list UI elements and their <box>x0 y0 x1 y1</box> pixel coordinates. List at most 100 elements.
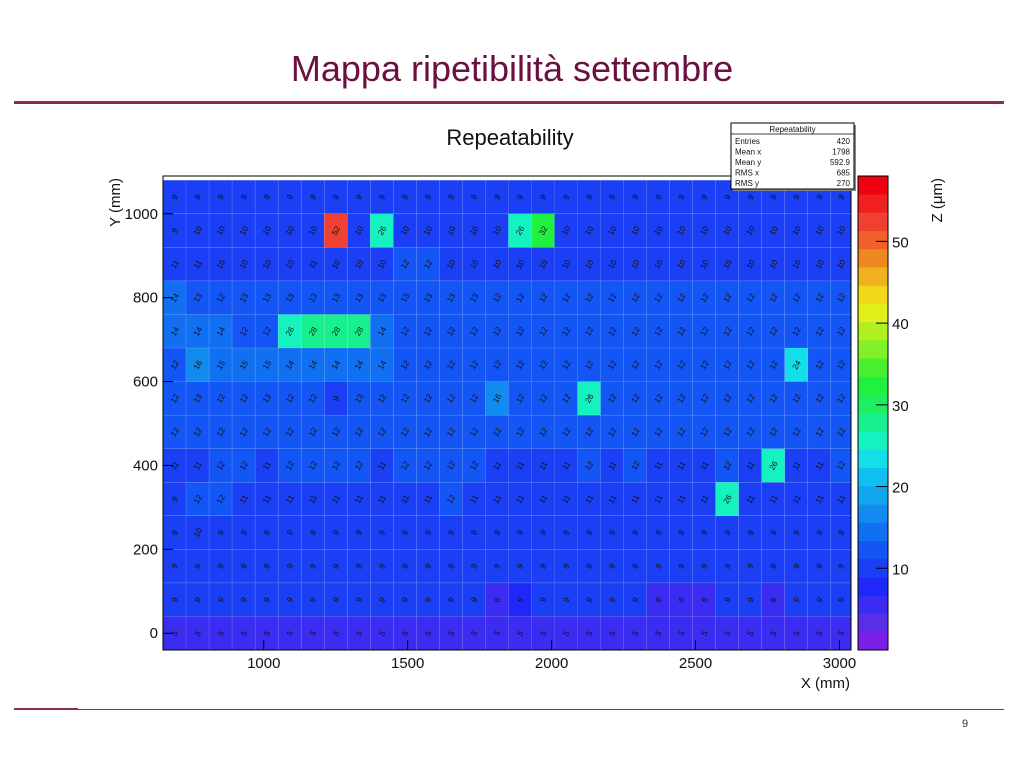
cell-value-label: 6 <box>654 595 664 604</box>
cell-value-label: 9 <box>607 193 617 202</box>
cell-value-label: 9 <box>400 528 410 537</box>
cell-value-label: 9 <box>446 595 456 604</box>
cell-value-label: 9 <box>792 595 802 604</box>
cell-value-label: 5 <box>446 629 456 638</box>
cell-value-label: 9 <box>446 562 456 571</box>
z-tick-label: 20 <box>892 480 909 497</box>
cell-value-label: 9 <box>631 562 641 571</box>
heatmap-cells <box>162 179 852 651</box>
cell-value-label: 9 <box>285 193 295 202</box>
cell-value-label: 9 <box>262 528 272 537</box>
cell-value-label: 9 <box>331 528 341 537</box>
color-scale-segment <box>858 540 888 560</box>
color-scale-segment <box>858 285 888 304</box>
cell-value-label: 9 <box>331 595 341 604</box>
x-tick-label: 1000 <box>247 655 280 672</box>
x-tick-label: 2500 <box>679 655 712 672</box>
cell-value-label: 9 <box>377 193 387 202</box>
cell-value-label: 6 <box>700 595 710 604</box>
cell-value-label: 9 <box>677 193 687 202</box>
cell-value-label: 9 <box>216 193 226 202</box>
cell-value-label: 9 <box>193 193 203 202</box>
y-axis-label: Y (mm) <box>107 178 124 227</box>
cell-value-label: 5 <box>607 629 617 638</box>
cell-value-label: 5 <box>700 629 710 638</box>
color-scale-segment <box>858 358 888 377</box>
cell-value-label: 9 <box>769 528 779 537</box>
color-scale-segment <box>858 413 888 432</box>
color-scale-segment <box>858 194 888 213</box>
cell-value-label: 5 <box>308 629 318 638</box>
cell-value-label: 9 <box>193 595 203 604</box>
cell-value-label: 9 <box>170 226 180 235</box>
cell-value-label: 9 <box>654 528 664 537</box>
cell-value-label: 9 <box>354 528 364 537</box>
cell-value-label: 9 <box>262 562 272 571</box>
color-scale-segment <box>858 340 888 359</box>
y-tick-label: 0 <box>150 625 158 642</box>
cell-value-label: 9 <box>423 595 433 604</box>
cell-value-label: 5 <box>538 629 548 638</box>
cell-value-label: 9 <box>308 193 318 202</box>
cell-value-label: 5 <box>677 629 687 638</box>
color-scale-segment <box>858 558 888 578</box>
cell-value-label: 9 <box>377 595 387 604</box>
cell-value-label: 9 <box>815 193 825 202</box>
z-tick-label: 50 <box>892 234 909 251</box>
cell-value-label: 9 <box>561 193 571 202</box>
y-tick-label: 1000 <box>125 206 158 223</box>
cell-value-label: 5 <box>584 629 594 638</box>
cell-value-label: 9 <box>700 193 710 202</box>
cell-value-label: 9 <box>746 595 756 604</box>
cell-value-label: 9 <box>262 595 272 604</box>
cell-value-label: 9 <box>170 528 180 537</box>
cell-value-label: 9 <box>400 595 410 604</box>
cell-value-label: 9 <box>170 193 180 202</box>
cell-value-label: 9 <box>631 193 641 202</box>
cell-value-label: 9 <box>239 193 249 202</box>
cell-value-label: 6 <box>677 595 687 604</box>
cell-value-label: 9 <box>170 562 180 571</box>
cell-value-label: 5 <box>285 629 295 638</box>
cell-value-label: 5 <box>723 629 733 638</box>
cell-value-label: 5 <box>216 629 226 638</box>
footer-divider-line <box>78 709 1004 710</box>
cell-value-label: 5 <box>515 629 525 638</box>
cell-value-label: 9 <box>492 562 502 571</box>
stats-row-value: 1798 <box>832 148 850 157</box>
color-scale-segment <box>858 631 888 651</box>
cell-value-label: 5 <box>354 629 364 638</box>
cell-value-label: 5 <box>492 629 502 638</box>
cell-value-label: 9 <box>216 528 226 537</box>
cell-value-label: 9 <box>769 193 779 202</box>
cell-value-label: 9 <box>677 562 687 571</box>
stats-row-label: Mean y <box>735 158 761 167</box>
cell-value-label: 9 <box>631 595 641 604</box>
cell-value-label: 5 <box>792 629 802 638</box>
stats-row-label: Mean x <box>735 148 761 157</box>
stats-row-value: 420 <box>837 137 851 146</box>
cell-value-label: 9 <box>515 193 525 202</box>
stats-row-label: RMS y <box>735 179 759 188</box>
cell-value-label: 9 <box>193 562 203 571</box>
z-tick-label: 30 <box>892 398 909 415</box>
cell-value-label: 9 <box>308 595 318 604</box>
heatmap-cell <box>185 549 210 584</box>
cell-value-label: 9 <box>170 595 180 604</box>
color-scale-segment <box>858 176 888 195</box>
cell-value-label: 9 <box>746 562 756 571</box>
cell-value-label: 5 <box>193 629 203 638</box>
cell-value-label: 9 <box>331 394 341 403</box>
cell-value-label: 9 <box>216 595 226 604</box>
cell-value-label: 9 <box>677 528 687 537</box>
cell-value-label: 9 <box>216 562 226 571</box>
color-scale-segment <box>858 504 888 523</box>
color-scale-segment <box>858 595 888 614</box>
cell-value-label: 9 <box>400 562 410 571</box>
cell-value-label: 9 <box>723 193 733 202</box>
cell-value-label: 8 <box>515 595 525 604</box>
color-scale-segment <box>858 522 888 541</box>
y-tick-label: 600 <box>133 374 158 391</box>
cell-value-label: 5 <box>331 629 341 638</box>
